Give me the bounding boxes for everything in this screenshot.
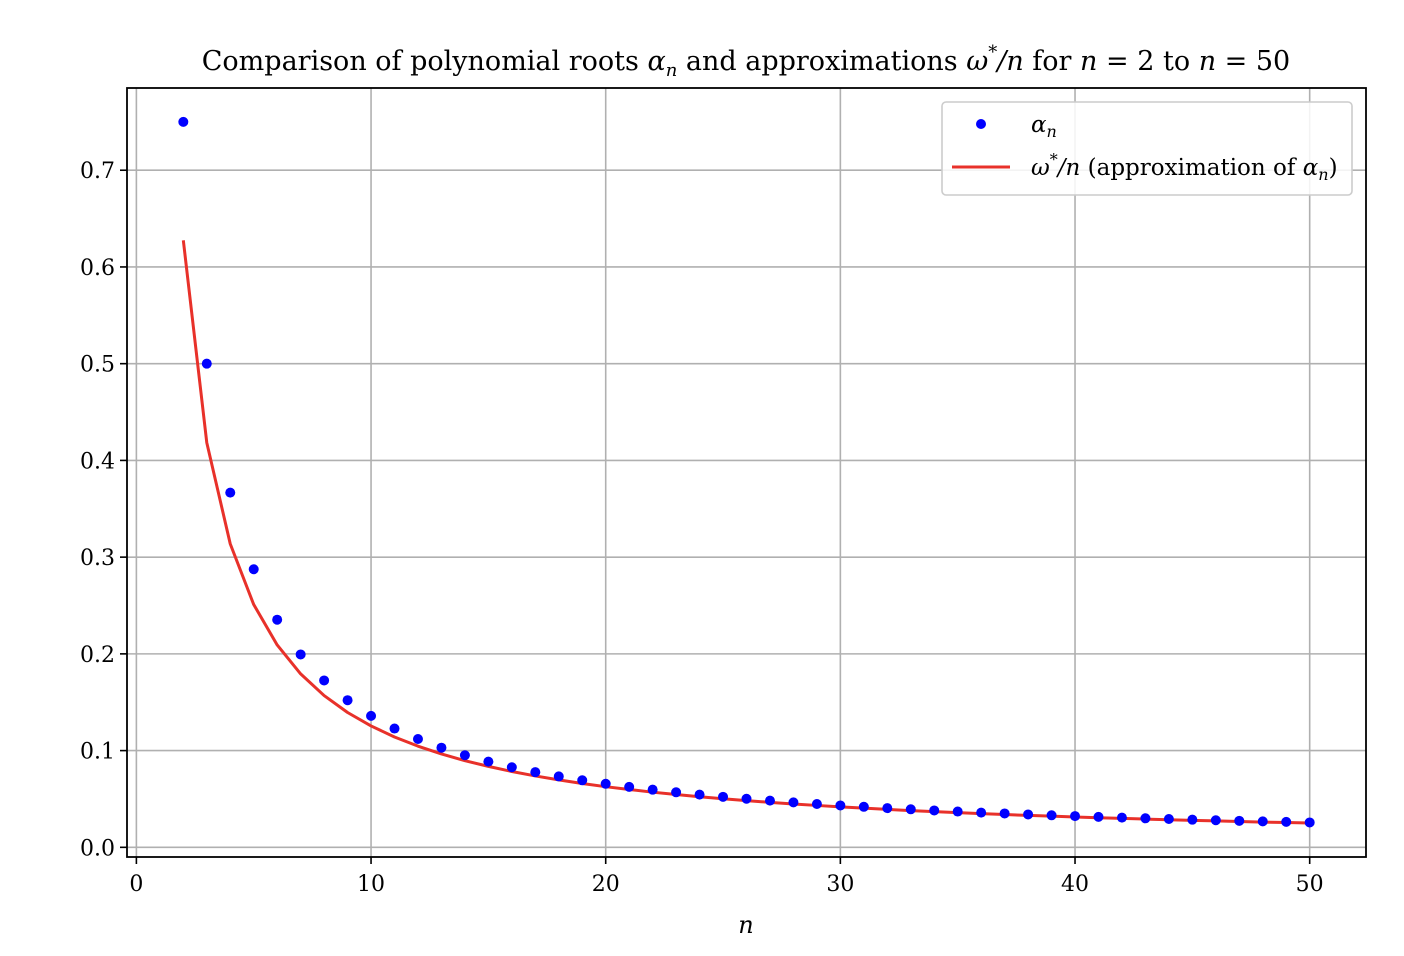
alpha-point bbox=[1023, 809, 1034, 820]
alpha-point bbox=[389, 723, 400, 734]
x-tick-label: 0 bbox=[129, 872, 143, 897]
legend-label-approximation: ω*/n (approximation of αn) bbox=[1031, 150, 1338, 184]
y-tick-label: 0.3 bbox=[80, 546, 115, 571]
grid bbox=[127, 88, 1366, 857]
alpha-point bbox=[178, 116, 189, 127]
x-tick-label: 20 bbox=[592, 872, 620, 897]
alpha-points-layer bbox=[178, 116, 1315, 828]
alpha-point bbox=[905, 804, 916, 815]
alpha-point bbox=[1257, 816, 1268, 827]
alpha-point bbox=[1163, 813, 1174, 824]
y-tick-label: 0.7 bbox=[80, 159, 115, 184]
alpha-point bbox=[671, 787, 682, 798]
alpha-point bbox=[248, 564, 259, 575]
alpha-point bbox=[577, 775, 588, 786]
alpha-point bbox=[436, 742, 447, 753]
alpha-point bbox=[1210, 815, 1221, 826]
alpha-point bbox=[459, 750, 470, 761]
legend-marker-alpha bbox=[976, 119, 986, 129]
x-tick-label: 10 bbox=[357, 872, 385, 897]
y-tick-label: 0.0 bbox=[80, 836, 115, 861]
alpha-point bbox=[412, 733, 423, 744]
legend: αn ω*/n (approximation of αn) bbox=[941, 101, 1353, 196]
alpha-point bbox=[225, 487, 236, 498]
y-tick-label: 0.5 bbox=[80, 353, 115, 378]
alpha-point bbox=[295, 649, 306, 660]
alpha-point bbox=[952, 806, 963, 817]
x-tick-label: 40 bbox=[1061, 872, 1089, 897]
alpha-point bbox=[999, 808, 1010, 819]
legend-label-alpha: αn bbox=[1031, 112, 1057, 141]
alpha-point bbox=[764, 795, 775, 806]
alpha-point bbox=[741, 793, 752, 804]
alpha-point bbox=[1093, 811, 1104, 822]
alpha-point bbox=[1281, 816, 1292, 827]
alpha-point bbox=[319, 675, 330, 686]
alpha-point bbox=[929, 805, 940, 816]
alpha-point bbox=[1304, 817, 1315, 828]
legend-box bbox=[941, 101, 1353, 196]
alpha-point bbox=[811, 798, 822, 809]
alpha-point bbox=[718, 791, 729, 802]
alpha-point bbox=[483, 756, 494, 767]
alpha-point bbox=[272, 614, 283, 625]
alpha-point bbox=[694, 789, 705, 800]
alpha-point bbox=[553, 771, 564, 782]
x-tick-label: 50 bbox=[1296, 872, 1324, 897]
y-tick-label: 0.2 bbox=[80, 643, 115, 668]
alpha-point bbox=[835, 800, 846, 811]
axis-ticks: 0 10 20 30 40 50 0.0 0.1 0.2 0.3 0.4 0.5 0.6 0.7 bbox=[80, 159, 1324, 897]
x-axis-label: n bbox=[738, 911, 753, 939]
alpha-point bbox=[201, 358, 212, 369]
alpha-point bbox=[1187, 814, 1198, 825]
y-tick-label: 0.4 bbox=[80, 449, 115, 474]
x-tick-label: 30 bbox=[826, 872, 854, 897]
alpha-point bbox=[647, 784, 658, 795]
y-tick-label: 0.1 bbox=[80, 740, 115, 765]
alpha-point bbox=[882, 803, 893, 814]
alpha-point bbox=[506, 762, 517, 773]
alpha-point bbox=[624, 781, 635, 792]
alpha-point bbox=[788, 797, 799, 808]
alpha-point bbox=[530, 767, 541, 778]
alpha-point bbox=[600, 778, 611, 789]
alpha-point bbox=[366, 710, 377, 721]
alpha-point bbox=[858, 801, 869, 812]
alpha-point bbox=[1234, 815, 1245, 826]
alpha-point bbox=[1070, 811, 1081, 822]
axes-frame bbox=[126, 87, 1367, 858]
alpha-point bbox=[342, 695, 353, 706]
alpha-point bbox=[976, 807, 987, 818]
alpha-point bbox=[1116, 812, 1127, 823]
alpha-point bbox=[1140, 813, 1151, 824]
chart-title: Comparison of polynomial roots αn and ap… bbox=[202, 42, 1290, 81]
alpha-point bbox=[1046, 810, 1057, 821]
y-tick-label: 0.6 bbox=[80, 256, 115, 281]
